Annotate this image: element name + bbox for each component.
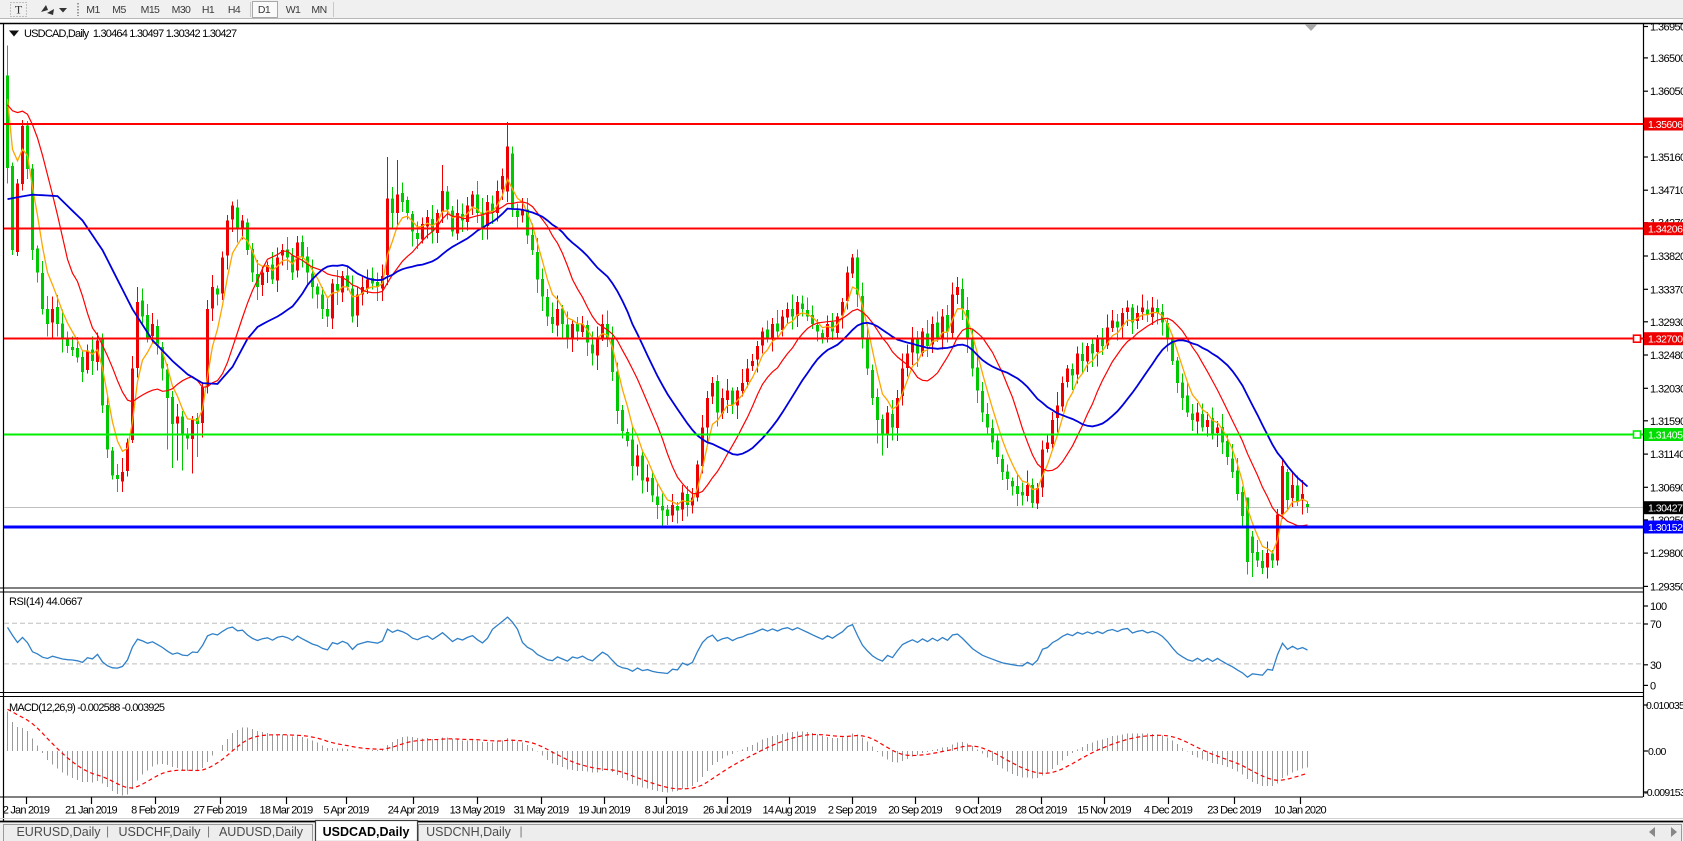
- svg-text:W1: W1: [286, 4, 301, 16]
- svg-text:0: 0: [1650, 680, 1656, 692]
- svg-text:M5: M5: [112, 4, 126, 16]
- svg-text:T: T: [15, 3, 23, 17]
- svg-text:1.36500: 1.36500: [1650, 53, 1683, 65]
- svg-text:-0.009153: -0.009153: [1644, 787, 1683, 799]
- svg-text:31 May 2019: 31 May 2019: [514, 805, 569, 817]
- svg-text:9 Oct 2019: 9 Oct 2019: [955, 805, 1001, 817]
- svg-text:4 Dec 2019: 4 Dec 2019: [1144, 805, 1193, 817]
- svg-text:21 Jan 2019: 21 Jan 2019: [65, 805, 117, 817]
- svg-text:8 Feb 2019: 8 Feb 2019: [131, 805, 179, 817]
- svg-text:10 Jan 2020: 10 Jan 2020: [1274, 805, 1326, 817]
- svg-text:1.32480: 1.32480: [1650, 350, 1683, 362]
- svg-text:USDCAD,Daily: USDCAD,Daily: [323, 825, 410, 839]
- svg-text:26 Jul 2019: 26 Jul 2019: [703, 805, 752, 817]
- svg-text:1.30690: 1.30690: [1650, 482, 1683, 494]
- svg-text:2 Jan 2019: 2 Jan 2019: [3, 805, 50, 817]
- svg-text:USDCNH,Daily: USDCNH,Daily: [426, 825, 511, 839]
- svg-text:1.31405: 1.31405: [1648, 430, 1683, 442]
- svg-text:8 Jul 2019: 8 Jul 2019: [645, 805, 688, 817]
- svg-text:0.010035: 0.010035: [1646, 700, 1683, 712]
- svg-text:1.32930: 1.32930: [1650, 317, 1683, 329]
- svg-text:RSI(14) 44.0667: RSI(14) 44.0667: [9, 596, 83, 608]
- svg-text:100: 100: [1650, 601, 1667, 613]
- svg-text:MN: MN: [311, 4, 326, 16]
- svg-text:USDCHF,Daily: USDCHF,Daily: [119, 825, 202, 839]
- svg-text:1.31590: 1.31590: [1650, 416, 1683, 428]
- svg-text:AUDUSD,Daily: AUDUSD,Daily: [219, 825, 304, 839]
- svg-text:M30: M30: [172, 4, 191, 16]
- svg-text:1.33820: 1.33820: [1650, 251, 1683, 263]
- svg-text:1.36950: 1.36950: [1650, 22, 1683, 34]
- svg-text:15 Nov 2019: 15 Nov 2019: [1077, 805, 1131, 817]
- svg-text:MACD(12,26,9) -0.002588 -0.003: MACD(12,26,9) -0.002588 -0.003925: [9, 702, 165, 714]
- svg-text:1.32030: 1.32030: [1650, 383, 1683, 395]
- svg-text:19 Jun 2019: 19 Jun 2019: [578, 805, 630, 817]
- svg-text:70: 70: [1650, 619, 1662, 631]
- svg-text:M1: M1: [86, 4, 100, 16]
- svg-text:M15: M15: [141, 4, 160, 16]
- svg-text:D1: D1: [258, 4, 271, 16]
- svg-text:1.34206: 1.34206: [1648, 224, 1683, 236]
- svg-text:5 Apr 2019: 5 Apr 2019: [323, 805, 369, 817]
- svg-text:USDCAD,Daily 1.30464 1.30497: USDCAD,Daily 1.30464 1.30497 1.30342 1.3…: [24, 28, 237, 40]
- svg-text:20 Sep 2019: 20 Sep 2019: [888, 805, 942, 817]
- svg-text:1.33370: 1.33370: [1650, 284, 1683, 296]
- svg-text:1.32700: 1.32700: [1648, 334, 1683, 346]
- svg-text:1.35160: 1.35160: [1650, 152, 1683, 164]
- svg-text:|: |: [106, 824, 109, 838]
- svg-text:|: |: [207, 824, 210, 838]
- svg-text:1.29350: 1.29350: [1650, 581, 1683, 593]
- svg-text:1.29800: 1.29800: [1650, 548, 1683, 560]
- svg-text:2 Sep 2019: 2 Sep 2019: [828, 805, 877, 817]
- svg-text:23 Dec 2019: 23 Dec 2019: [1207, 805, 1261, 817]
- svg-text:H1: H1: [202, 4, 215, 16]
- svg-text:28 Oct 2019: 28 Oct 2019: [1015, 805, 1067, 817]
- svg-text:30: 30: [1650, 660, 1662, 672]
- svg-text:|: |: [519, 824, 522, 838]
- svg-text:H4: H4: [228, 4, 241, 16]
- svg-text:1.34710: 1.34710: [1650, 185, 1683, 197]
- svg-text:27 Feb 2019: 27 Feb 2019: [194, 805, 248, 817]
- svg-text:1.36050: 1.36050: [1650, 86, 1683, 98]
- svg-text:1.31140: 1.31140: [1650, 449, 1683, 461]
- svg-text:24 Apr 2019: 24 Apr 2019: [388, 805, 439, 817]
- svg-text:EURUSD,Daily: EURUSD,Daily: [16, 825, 101, 839]
- svg-text:1.30152: 1.30152: [1648, 522, 1683, 534]
- svg-text:1.35606: 1.35606: [1648, 119, 1683, 131]
- svg-text:0.00: 0.00: [1648, 746, 1666, 758]
- svg-text:1.30427: 1.30427: [1648, 503, 1683, 515]
- svg-text:13 May 2019: 13 May 2019: [450, 805, 505, 817]
- svg-text:18 Mar 2019: 18 Mar 2019: [260, 805, 314, 817]
- svg-text:14 Aug 2019: 14 Aug 2019: [763, 805, 817, 817]
